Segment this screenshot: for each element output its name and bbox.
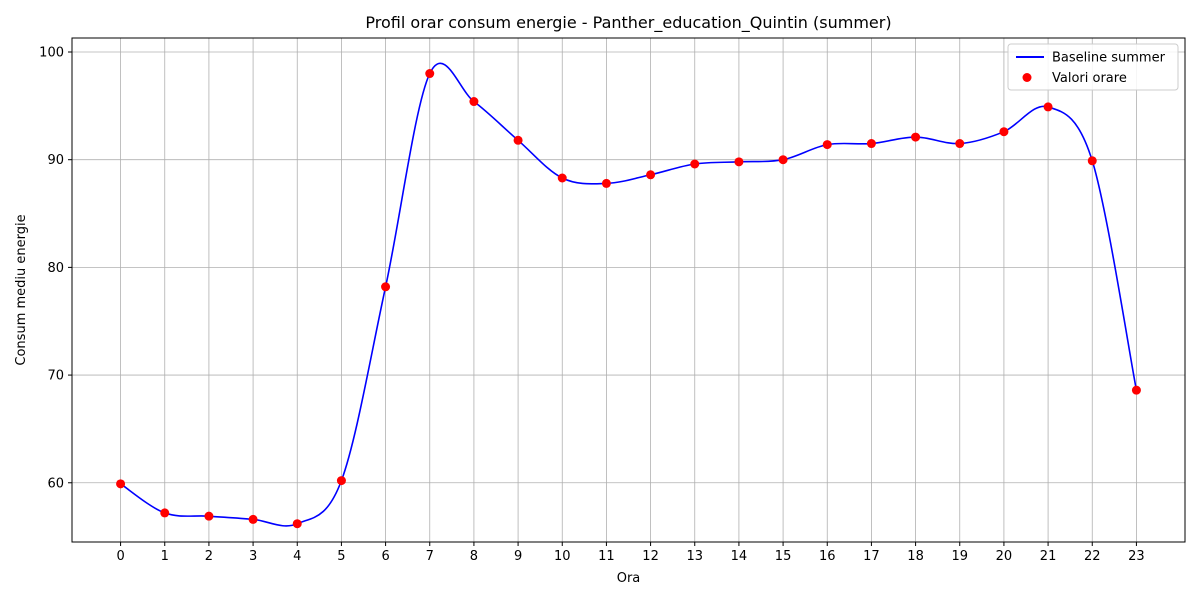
hourly-point bbox=[955, 139, 965, 149]
x-tick-label: 0 bbox=[116, 549, 124, 564]
hourly-point bbox=[292, 519, 302, 529]
hourly-point bbox=[336, 476, 346, 486]
legend-point-swatch bbox=[1022, 73, 1032, 82]
hourly-point bbox=[160, 508, 170, 518]
hourly-point bbox=[822, 140, 832, 150]
y-tick-label: 80 bbox=[47, 261, 64, 276]
x-tick-label: 7 bbox=[426, 549, 434, 564]
legend: Baseline summer Valori orare bbox=[1007, 43, 1179, 91]
grid bbox=[72, 38, 1185, 542]
chart-title: Profil orar consum energie - Panther_edu… bbox=[365, 13, 891, 33]
x-tick-label: 15 bbox=[775, 549, 792, 564]
y-axis-ticks: 60 70 80 90 100 bbox=[39, 46, 72, 491]
x-tick-label: 23 bbox=[1128, 549, 1145, 564]
x-tick-label: 8 bbox=[470, 549, 478, 564]
x-tick-label: 2 bbox=[205, 549, 213, 564]
plot-frame bbox=[71, 37, 1186, 543]
x-tick-label: 16 bbox=[819, 549, 836, 564]
x-tick-label: 12 bbox=[642, 549, 659, 564]
hourly-point bbox=[999, 127, 1009, 137]
hourly-point bbox=[248, 514, 258, 524]
x-tick-label: 10 bbox=[554, 549, 571, 564]
x-tick-label: 21 bbox=[1040, 549, 1057, 564]
x-tick-label: 1 bbox=[161, 549, 169, 564]
x-tick-label: 3 bbox=[249, 549, 257, 564]
x-tick-label: 22 bbox=[1084, 549, 1101, 564]
x-tick-label: 6 bbox=[381, 549, 389, 564]
y-tick-label: 70 bbox=[47, 369, 64, 384]
x-tick-label: 9 bbox=[514, 549, 522, 564]
hourly-point bbox=[690, 159, 700, 169]
hourly-point bbox=[557, 173, 567, 183]
hourly-point bbox=[778, 155, 788, 165]
hourly-point bbox=[116, 479, 126, 489]
x-tick-label: 20 bbox=[996, 549, 1013, 564]
hourly-point bbox=[601, 178, 611, 188]
hourly-point bbox=[911, 132, 921, 142]
x-tick-label: 19 bbox=[951, 549, 968, 564]
y-axis-label: Consum mediu energie bbox=[14, 214, 29, 365]
hourly-point bbox=[381, 282, 391, 292]
hourly-point bbox=[734, 157, 744, 167]
hourly-point bbox=[204, 511, 214, 521]
legend-label-points: Valori orare bbox=[1052, 71, 1127, 86]
x-tick-label: 14 bbox=[731, 549, 748, 564]
hourly-point bbox=[425, 69, 435, 79]
y-tick-label: 100 bbox=[39, 46, 64, 61]
x-axis-ticks: 0 1 2 3 4 5 6 7 8 9 10 11 12 13 14 15 16 17 18 19 20 21 22 23 bbox=[116, 542, 1145, 564]
hourly-point bbox=[469, 97, 479, 107]
x-tick-label: 4 bbox=[293, 549, 301, 564]
hourly-point bbox=[1087, 156, 1097, 166]
x-tick-label: 13 bbox=[686, 549, 703, 564]
scatter-series bbox=[116, 69, 1141, 529]
x-tick-label: 17 bbox=[863, 549, 880, 564]
hourly-point bbox=[646, 170, 656, 180]
x-tick-label: 5 bbox=[337, 549, 345, 564]
legend-label-line: Baseline summer bbox=[1052, 51, 1166, 66]
hourly-point bbox=[513, 135, 523, 145]
hourly-point bbox=[1043, 102, 1053, 112]
hourly-point bbox=[1131, 385, 1141, 395]
x-axis-label: Ora bbox=[617, 571, 641, 586]
y-tick-label: 60 bbox=[47, 476, 64, 491]
x-tick-label: 11 bbox=[598, 549, 615, 564]
legend-box bbox=[1007, 43, 1179, 91]
x-tick-label: 18 bbox=[907, 549, 924, 564]
hourly-point bbox=[866, 139, 876, 149]
y-tick-label: 90 bbox=[47, 153, 64, 168]
